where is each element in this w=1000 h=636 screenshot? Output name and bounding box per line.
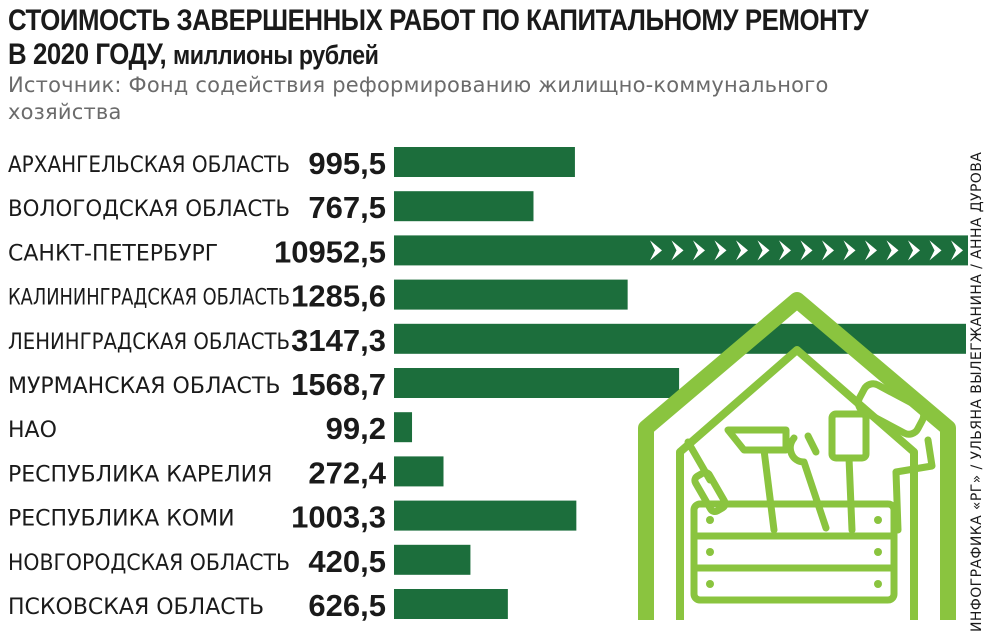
chevron-mark: [650, 240, 662, 261]
bar-калининградская-область: [394, 279, 628, 310]
value-label-вологодская-область: 767,5: [308, 190, 386, 225]
category-label-республика-коми: РЕСПУБЛИКА КОМИ: [8, 507, 235, 532]
chevron-mark: [929, 240, 942, 261]
title-line-2: В 2020 ГОДУ, миллионы рублей: [8, 38, 868, 72]
category-label-калининградская-область: КАЛИНИНГРАДСКАЯ ОБЛАСТЬ: [8, 286, 290, 311]
bar-псковская-область: [394, 589, 508, 619]
category-label-республика-карелия: РЕСПУБЛИКА КАРЕЛИЯ: [8, 462, 272, 487]
category-label-вологодская-область: ВОЛОГОДСКАЯ ОБЛАСТЬ: [8, 197, 290, 222]
category-label-мурманская-область: МУРМАНСКАЯ ОБЛАСТЬ: [8, 374, 280, 399]
category-label-санкт-петербург: САНКТ-ПЕТЕРБУРГ: [8, 241, 218, 266]
title-line-1: СТОИМОСТЬ ЗАВЕРШЕННЫХ РАБОТ ПО КАПИТАЛЬН…: [8, 4, 869, 37]
chevron-mark: [693, 240, 705, 261]
bar-санкт-петербург: [394, 235, 968, 266]
house-toolbox-icon: [638, 292, 956, 620]
category-label-нао: НАО: [8, 418, 57, 443]
chart-source: Источник: Фонд содействия реформированию…: [8, 73, 829, 124]
chevron-mark: [671, 240, 684, 261]
chevron-mark: [865, 240, 877, 261]
bar-нао: [394, 412, 413, 443]
title-unit: миллионы рублей: [172, 40, 379, 70]
bar-ленинградская-область: [394, 323, 966, 354]
title-year: В 2020 ГОДУ,: [8, 38, 167, 71]
category-label-архангельская-область: АРХАНГЕЛЬСКАЯ ОБЛАСТЬ: [8, 153, 290, 178]
chevron-mark: [757, 240, 770, 261]
truncation-chevrons: [650, 240, 963, 261]
bar-республика-карелия: [394, 456, 444, 487]
bar-архангельская-область: [394, 147, 575, 177]
chevron-mark: [822, 240, 834, 261]
category-label-новгородская-область: НОВГОРОДСКАЯ ОБЛАСТЬ: [8, 551, 290, 576]
chevron-mark: [908, 240, 920, 261]
value-label-санкт-петербург: 10952,5: [274, 234, 386, 269]
chevron-mark: [800, 240, 813, 261]
chevron-mark: [951, 240, 963, 261]
bar-республика-коми: [394, 500, 577, 531]
chart-title: СТОИМОСТЬ ЗАВЕРШЕННЫХ РАБОТ ПО КАПИТАЛЬН…: [8, 4, 869, 72]
value-label-архангельская-область: 995,5: [308, 146, 386, 181]
value-label-ленинградская-область: 3147,3: [291, 323, 386, 358]
value-label-калининградская-область: 1285,6: [291, 279, 386, 314]
category-label-псковская-область: ПСКОВСКАЯ ОБЛАСТЬ: [8, 595, 264, 620]
chevron-mark: [714, 240, 727, 261]
value-label-нао: 99,2: [326, 411, 386, 446]
chevron-mark: [843, 240, 856, 261]
bar-вологодская-область: [394, 191, 534, 222]
value-label-псковская-область: 626,5: [308, 588, 386, 623]
bar-новгородская-область: [394, 544, 471, 575]
chevron-mark: [736, 240, 748, 261]
value-label-республика-карелия: 272,4: [308, 455, 386, 490]
bar-мурманская-область: [394, 368, 680, 398]
value-label-республика-коми: 1003,3: [291, 500, 386, 535]
value-label-мурманская-область: 1568,7: [291, 367, 386, 402]
category-label-ленинградская-область: ЛЕНИНГРАДСКАЯ ОБЛАСТЬ: [8, 330, 290, 355]
value-label-новгородская-область: 420,5: [308, 544, 386, 579]
chevron-mark: [886, 240, 899, 261]
chevron-mark: [779, 240, 791, 261]
